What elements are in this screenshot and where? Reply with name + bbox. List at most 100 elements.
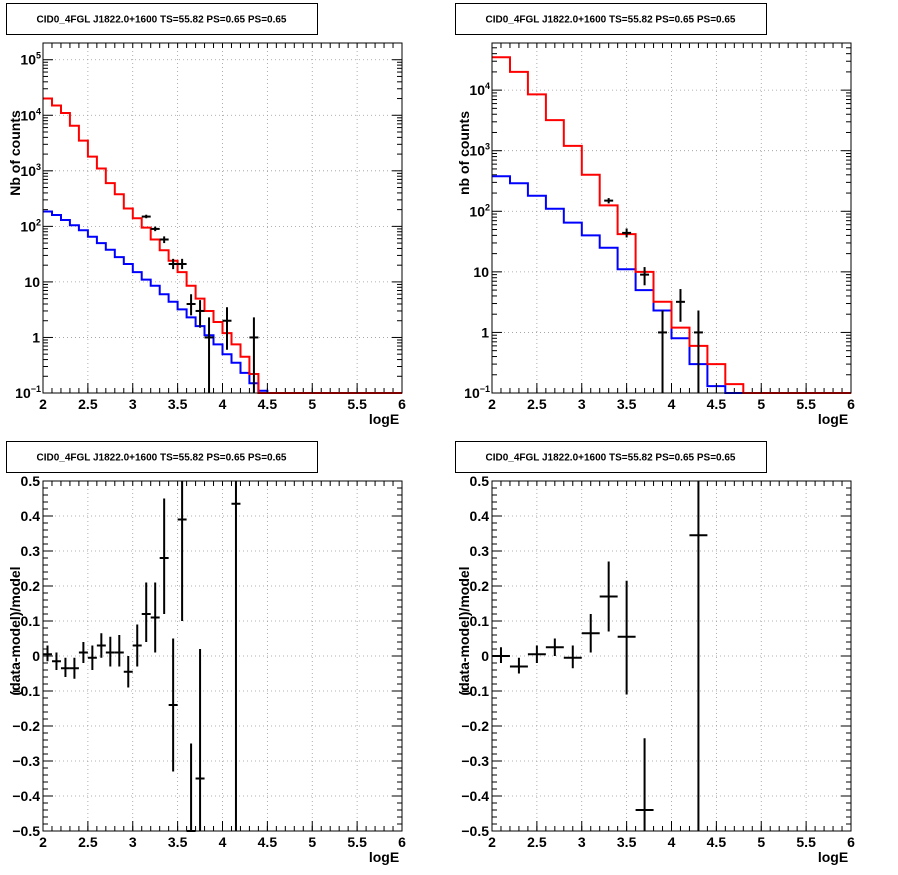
y-tick-label: −0.2 bbox=[12, 718, 40, 734]
data-point bbox=[622, 228, 632, 238]
data-point bbox=[581, 614, 600, 653]
y-tick-label: 0.3 bbox=[21, 543, 41, 559]
x-tick-label: 5.5 bbox=[796, 834, 816, 850]
data-point bbox=[168, 258, 178, 270]
y-tick-label: −0.1 bbox=[12, 683, 40, 699]
data-point bbox=[563, 645, 582, 669]
x-tick-label: 3.5 bbox=[617, 396, 637, 412]
x-tick-label: 5 bbox=[757, 834, 765, 850]
x-tick-label: 4.5 bbox=[258, 834, 278, 850]
data-point bbox=[105, 636, 115, 667]
data-point bbox=[545, 638, 564, 656]
data-point bbox=[60, 657, 70, 677]
x-tick-label: 3 bbox=[578, 396, 586, 412]
x-axis-label: logE bbox=[818, 411, 848, 427]
y-tick-label: 0.5 bbox=[21, 473, 41, 489]
y-tick-label: 103 bbox=[469, 142, 490, 159]
y-tick-label: 0.2 bbox=[470, 578, 490, 594]
data-point bbox=[132, 624, 142, 667]
data-point bbox=[150, 582, 160, 653]
x-tick-label: 2 bbox=[488, 396, 496, 412]
x-axis-label: logE bbox=[369, 411, 399, 427]
y-tick-label: 0 bbox=[32, 648, 40, 664]
y-tick-label: 103 bbox=[20, 162, 41, 179]
data-point bbox=[78, 642, 88, 663]
data-point bbox=[159, 236, 169, 244]
data-point bbox=[150, 226, 160, 232]
y-tick-label: 10−1 bbox=[464, 384, 490, 401]
y-tick-label: −0.3 bbox=[12, 753, 40, 769]
data-point bbox=[123, 656, 133, 688]
y-axis-label: Nb of counts bbox=[7, 110, 23, 196]
y-tick-label: 105 bbox=[20, 51, 41, 68]
data-point bbox=[658, 310, 668, 393]
data-point bbox=[141, 582, 151, 642]
x-tick-label: 4.5 bbox=[707, 396, 727, 412]
x-axis-label: logE bbox=[369, 849, 399, 865]
data-point bbox=[222, 307, 232, 350]
y-tick-label: 10−1 bbox=[15, 384, 41, 401]
x-tick-label: 4 bbox=[219, 396, 227, 412]
data-point bbox=[43, 645, 52, 662]
x-tick-label: 4.5 bbox=[707, 834, 727, 850]
data-point bbox=[141, 214, 151, 219]
data-point bbox=[69, 657, 79, 679]
data-point bbox=[509, 657, 528, 674]
data-point bbox=[617, 580, 636, 695]
data-point bbox=[527, 645, 546, 663]
chart-title-box bbox=[6, 3, 318, 35]
y-tick-label: −0.4 bbox=[12, 788, 40, 804]
y-axis-label: (data-model)/model bbox=[7, 566, 23, 695]
x-tick-label: 6 bbox=[398, 834, 406, 850]
x-tick-label: 2.5 bbox=[527, 834, 547, 850]
x-tick-label: 3.5 bbox=[168, 834, 188, 850]
data-point bbox=[51, 652, 61, 670]
data-point bbox=[186, 294, 196, 316]
data-point bbox=[599, 561, 618, 632]
y-axis-label: nb of counts bbox=[456, 111, 472, 195]
data-point bbox=[689, 481, 708, 831]
x-tick-label: 5 bbox=[757, 396, 765, 412]
data-point bbox=[693, 310, 703, 393]
chart-title: CID0_4FGL J1822.0+1600 TS=55.82 PS=0.65 … bbox=[486, 453, 736, 464]
y-tick-label: 1 bbox=[32, 329, 40, 345]
y-tick-label: 102 bbox=[20, 217, 41, 234]
x-tick-label: 3 bbox=[129, 834, 137, 850]
data-point bbox=[249, 317, 259, 393]
chart-panel-2: CID0_4FGL J1822.0+1600 TS=55.82 PS=0.65 … bbox=[455, 3, 855, 427]
x-tick-label: 2.5 bbox=[78, 834, 98, 850]
chart-title: CID0_4FGL J1822.0+1600 TS=55.82 PS=0.65 … bbox=[486, 15, 736, 26]
x-tick-label: 4 bbox=[668, 834, 676, 850]
y-tick-label: −0.1 bbox=[461, 683, 489, 699]
data-point bbox=[675, 289, 685, 322]
x-tick-label: 2.5 bbox=[527, 396, 547, 412]
y-tick-label: 0.4 bbox=[21, 508, 41, 524]
x-tick-label: 5.5 bbox=[796, 396, 816, 412]
data-point bbox=[640, 267, 650, 286]
x-tick-label: 3.5 bbox=[168, 396, 188, 412]
chart-title: CID0_4FGL J1822.0+1600 TS=55.82 PS=0.65 … bbox=[37, 15, 287, 26]
x-tick-label: 2.5 bbox=[78, 396, 98, 412]
data-point bbox=[604, 198, 614, 204]
x-tick-label: 6 bbox=[398, 396, 406, 412]
y-tick-label: 0 bbox=[481, 648, 489, 664]
y-tick-label: 0.2 bbox=[21, 578, 41, 594]
y-tick-label: 0.1 bbox=[470, 613, 490, 629]
x-tick-label: 6 bbox=[847, 834, 855, 850]
y-tick-label: 0.4 bbox=[470, 508, 490, 524]
data-point bbox=[635, 738, 654, 831]
data-point bbox=[87, 645, 97, 670]
x-tick-label: 4 bbox=[219, 834, 227, 850]
y-tick-label: −0.5 bbox=[461, 823, 489, 839]
x-tick-label: 4.5 bbox=[258, 396, 278, 412]
x-tick-label: 4 bbox=[668, 396, 676, 412]
y-tick-label: 104 bbox=[20, 106, 41, 123]
x-tick-label: 6 bbox=[847, 396, 855, 412]
x-tick-label: 2 bbox=[39, 396, 47, 412]
x-tick-label: 2 bbox=[39, 834, 47, 850]
x-tick-label: 5.5 bbox=[347, 396, 367, 412]
data-point bbox=[186, 743, 196, 832]
chart-title-box bbox=[455, 3, 767, 35]
y-tick-label: −0.2 bbox=[461, 718, 489, 734]
